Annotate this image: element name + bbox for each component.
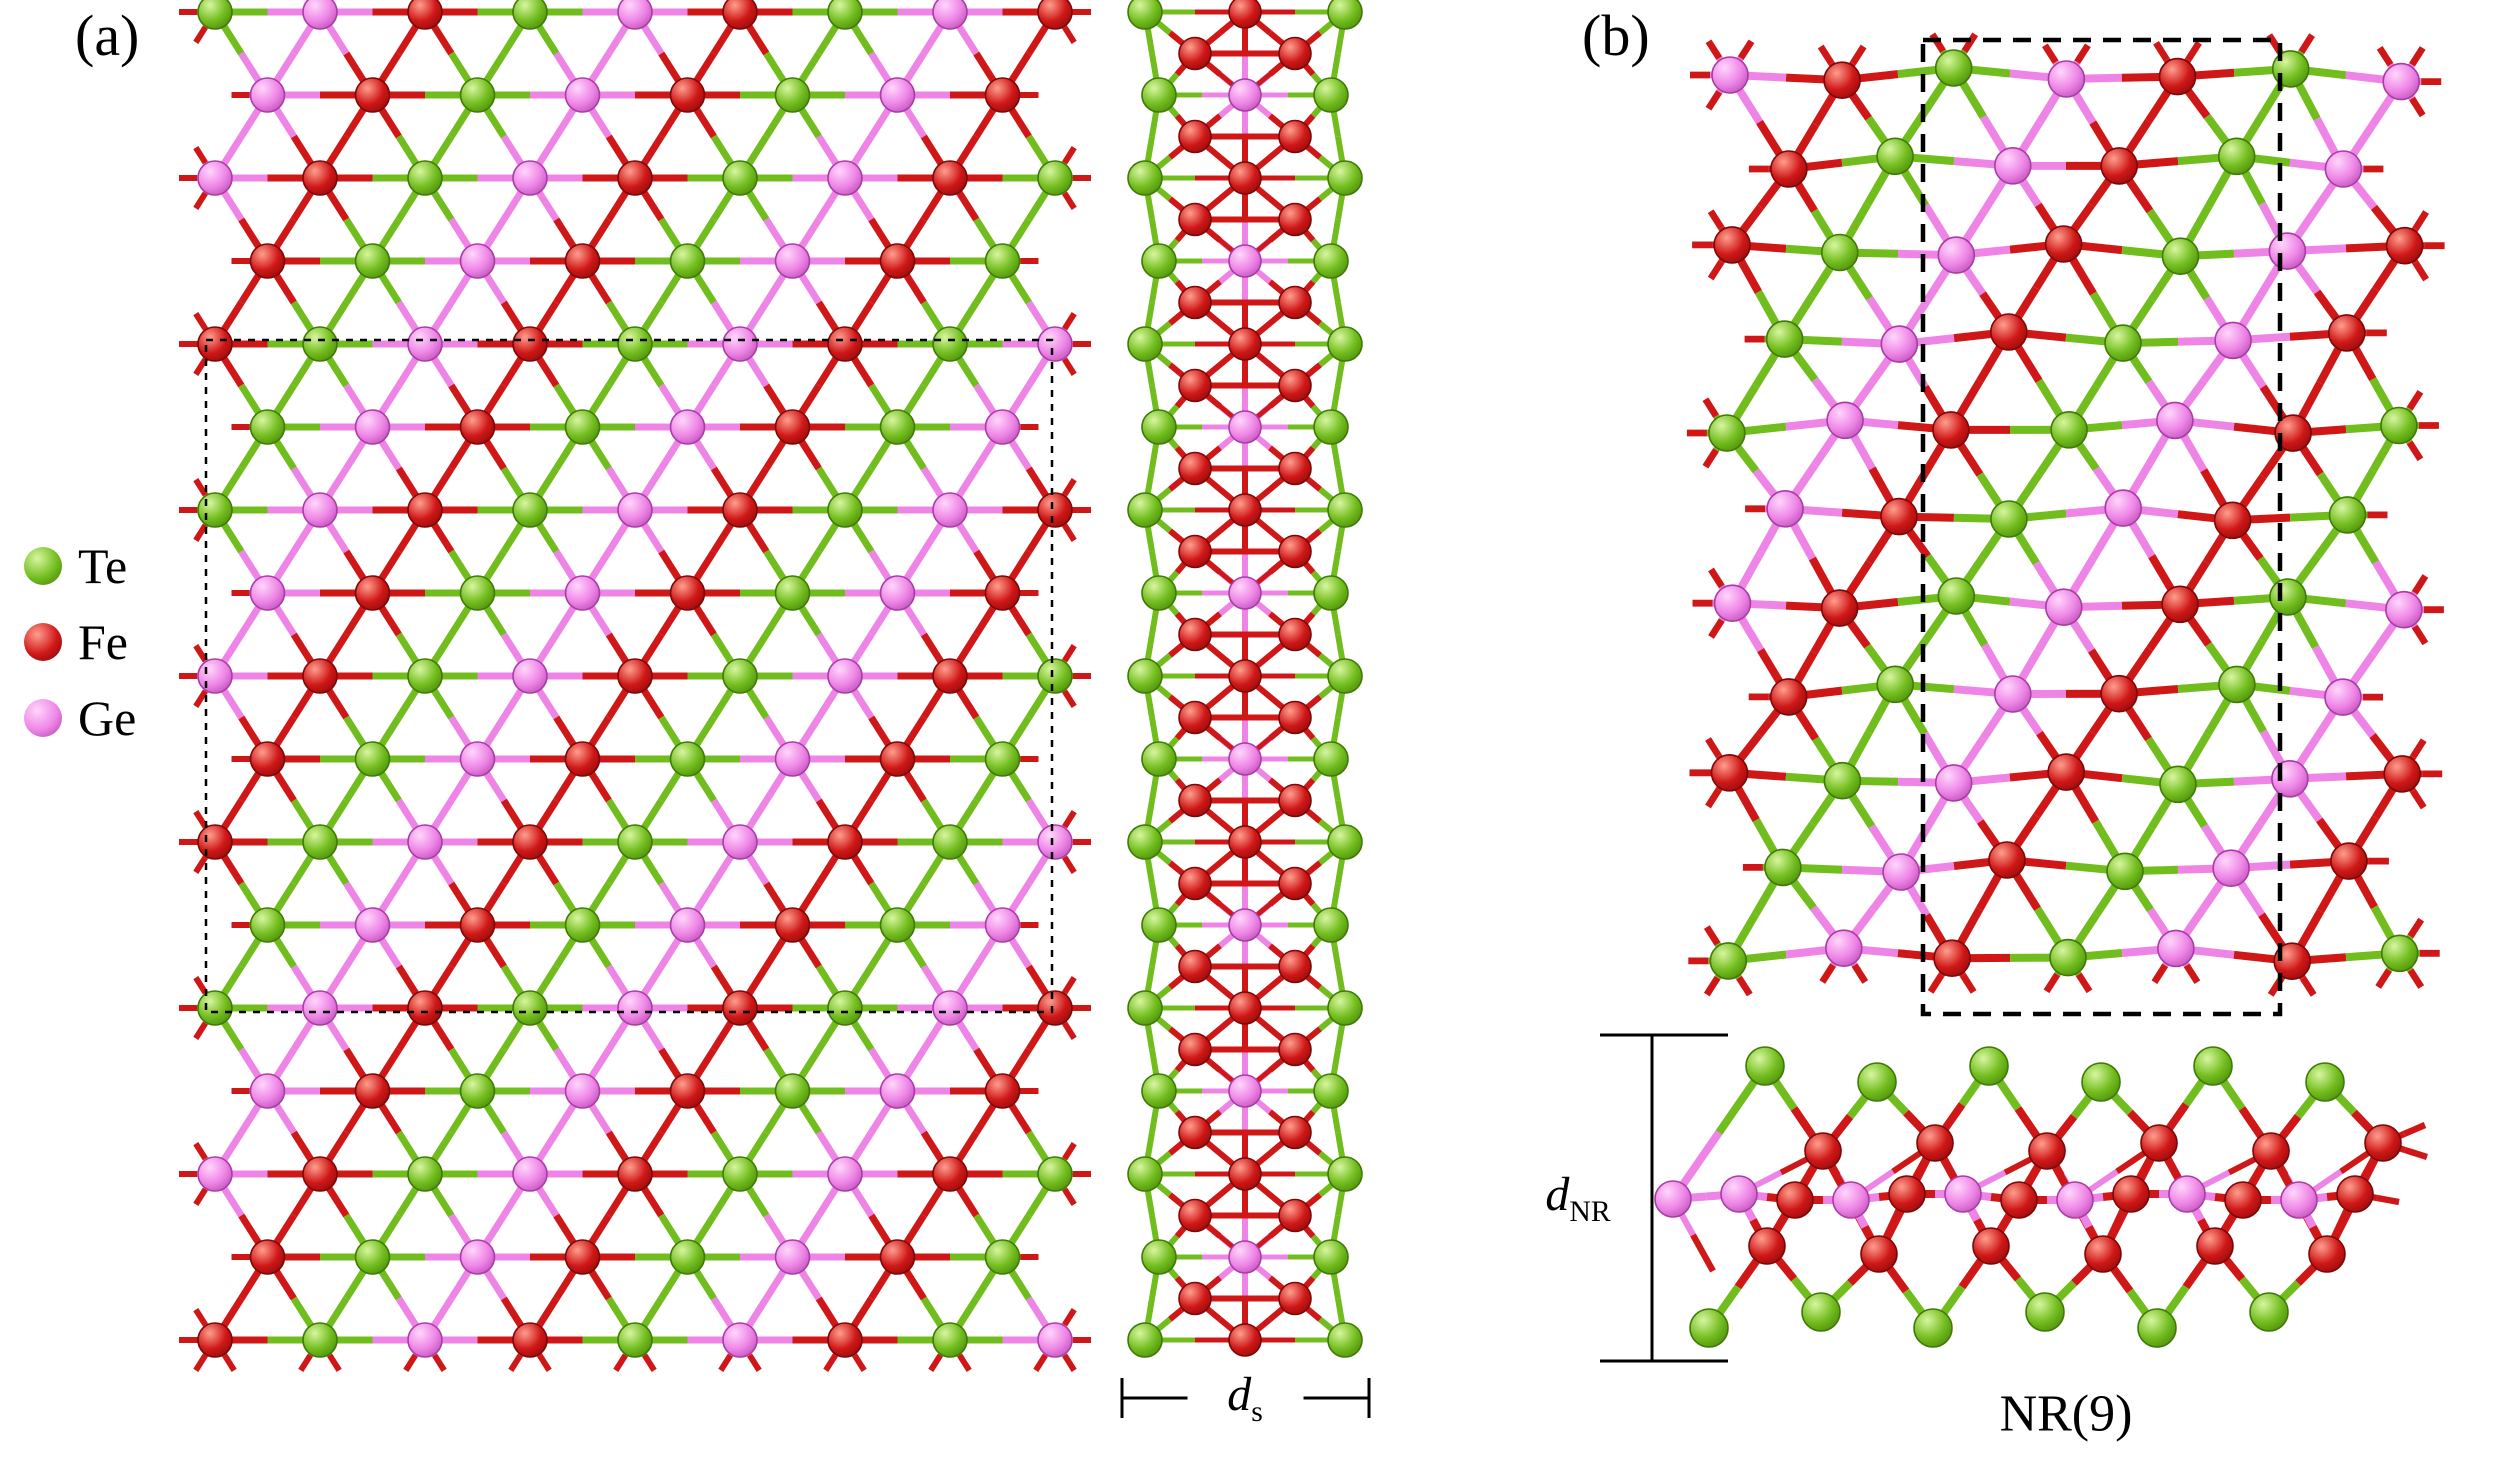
panel-a-label: (a) xyxy=(75,3,140,68)
legend-item-ge: Ge xyxy=(24,693,136,743)
panel-a-lattice xyxy=(179,0,1091,1372)
legend-label-ge: Ge xyxy=(78,690,137,746)
d-s-bracket xyxy=(1120,1378,1371,1418)
te-atom-icon xyxy=(24,547,62,585)
panel-b-label: (b) xyxy=(1582,3,1650,68)
d-nr-symbol: d xyxy=(1545,1168,1570,1222)
panel-a-unit-cell xyxy=(204,338,1054,1014)
d-s-label: ds xyxy=(1219,1367,1271,1429)
legend-item-fe: Fe xyxy=(24,617,136,667)
panel-b-ribbon xyxy=(1686,32,2445,997)
legend-label-te: Te xyxy=(78,538,128,594)
d-nr-subscript: NR xyxy=(1569,1194,1611,1228)
fe-atom-icon xyxy=(24,623,62,661)
panel-b-unit-cell xyxy=(1920,37,2283,1017)
legend-label-fe: Fe xyxy=(78,614,128,670)
legend-item-te: Te xyxy=(24,541,136,591)
d-s-subscript: s xyxy=(1251,1394,1263,1428)
panel-b-side-view xyxy=(1654,1046,2428,1348)
nr-9-label: NR(9) xyxy=(1999,1385,2133,1443)
d-nr-bracket xyxy=(1600,1033,1728,1363)
panel-a-side-view xyxy=(1127,0,1363,1358)
legend: Te Fe Ge xyxy=(24,541,136,743)
ge-atom-icon xyxy=(24,699,62,737)
d-nr-label: dNR xyxy=(1537,1167,1619,1229)
d-s-symbol: d xyxy=(1227,1368,1252,1422)
